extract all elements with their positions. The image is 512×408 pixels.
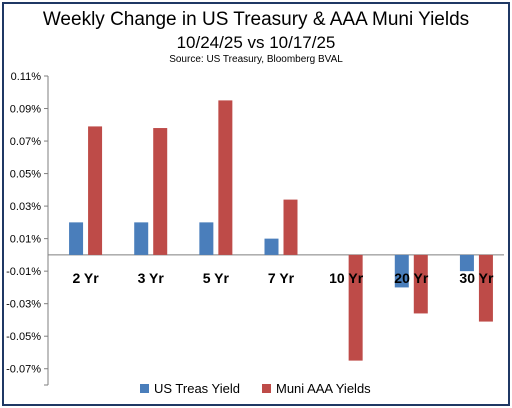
legend: US Treas Yield Muni AAA Yields — [140, 381, 371, 396]
legend-swatch — [140, 384, 149, 393]
bar-muni-7yr — [283, 199, 298, 255]
x-tick-label: 7 Yr — [268, 270, 295, 286]
y-tick-label: 0.03% — [10, 201, 41, 213]
y-tick-label: 0.05% — [10, 169, 41, 181]
bar-muni-2yr — [88, 126, 103, 255]
x-tick-label: 20 Yr — [394, 270, 429, 286]
bar-treasury-3yr — [134, 222, 149, 255]
legend-swatch — [262, 384, 271, 393]
y-tick-label: 0.01% — [10, 234, 41, 246]
bar-treasury-2yr — [69, 222, 84, 255]
bars-group — [69, 100, 493, 361]
y-tick-label: -0.01% — [6, 266, 41, 278]
x-tick-label: 3 Yr — [138, 270, 165, 286]
x-tick-label: 30 Yr — [459, 270, 494, 286]
x-tick-label: 5 Yr — [203, 270, 230, 286]
y-tick-label: 0.11% — [11, 71, 42, 83]
y-tick-label: -0.07% — [6, 364, 41, 376]
y-tick-label: 0.09% — [10, 104, 41, 116]
y-tick-label: 0.07% — [10, 136, 41, 148]
bar-treasury-20yr — [394, 254, 409, 288]
bar-muni-20yr — [413, 254, 428, 314]
bar-treasury-30yr — [459, 254, 474, 272]
chart-source: Source: US Treasury, Bloomberg BVAL — [169, 54, 343, 65]
bar-muni-30yr — [478, 254, 493, 322]
legend-label: Muni AAA Yields — [276, 381, 371, 396]
y-tick-label: -0.05% — [6, 331, 41, 343]
bar-treasury-5yr — [199, 222, 214, 255]
y-tick-label: -0.03% — [6, 299, 41, 311]
bar-treasury-7yr — [264, 238, 279, 255]
x-tick-label: 2 Yr — [72, 270, 99, 286]
chart-title: Weekly Change in US Treasury & AAA Muni … — [43, 9, 469, 30]
x-tick-label: 10 Yr — [329, 270, 364, 286]
legend-label: US Treas Yield — [154, 381, 240, 396]
bar-muni-3yr — [153, 128, 168, 255]
bar-muni-10yr — [348, 254, 363, 361]
bar-muni-5yr — [218, 100, 233, 255]
chart-subtitle: 10/24/25 vs 10/17/25 — [177, 33, 336, 52]
x-axis-labels: 2 Yr 3 Yr 5 Yr 7 Yr 10 Yr 20 Yr 30 Yr — [72, 270, 494, 286]
